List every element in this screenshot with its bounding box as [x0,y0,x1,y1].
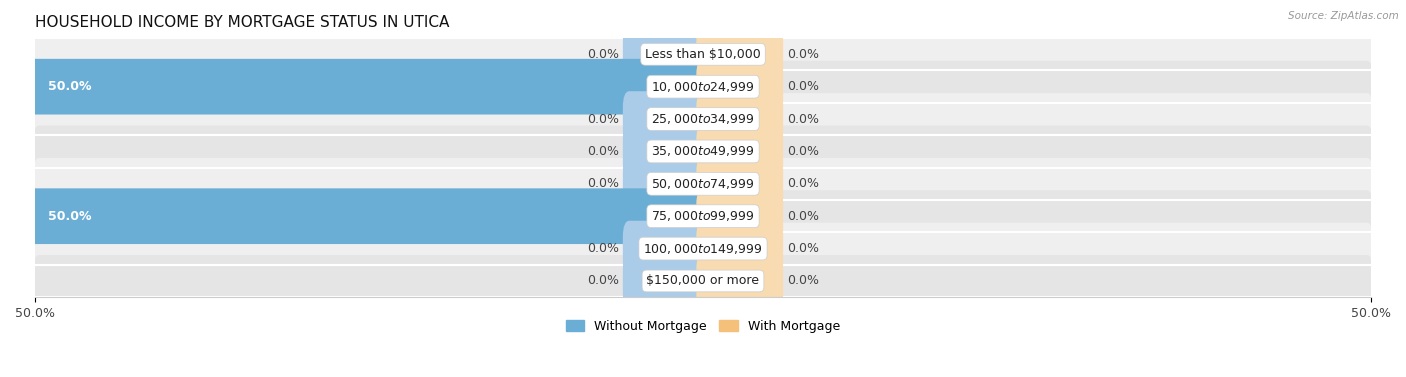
FancyBboxPatch shape [34,190,1372,242]
FancyBboxPatch shape [623,26,710,82]
Text: $10,000 to $24,999: $10,000 to $24,999 [651,80,755,93]
FancyBboxPatch shape [34,158,1372,210]
FancyBboxPatch shape [623,91,710,147]
FancyBboxPatch shape [28,188,710,244]
FancyBboxPatch shape [623,124,710,179]
Text: 50.0%: 50.0% [48,80,91,93]
FancyBboxPatch shape [34,255,1372,307]
FancyBboxPatch shape [696,26,783,82]
FancyBboxPatch shape [34,223,1372,274]
Text: 0.0%: 0.0% [787,80,820,93]
Text: $150,000 or more: $150,000 or more [647,274,759,287]
FancyBboxPatch shape [696,124,783,179]
FancyBboxPatch shape [623,156,710,211]
FancyBboxPatch shape [28,59,710,115]
Text: 0.0%: 0.0% [586,113,619,126]
Text: 0.0%: 0.0% [586,48,619,61]
Text: 0.0%: 0.0% [787,145,820,158]
Text: 0.0%: 0.0% [787,113,820,126]
Text: 0.0%: 0.0% [586,145,619,158]
Text: 0.0%: 0.0% [787,242,820,255]
Text: $50,000 to $74,999: $50,000 to $74,999 [651,177,755,191]
Text: $100,000 to $149,999: $100,000 to $149,999 [644,242,762,256]
Text: 0.0%: 0.0% [787,177,820,190]
FancyBboxPatch shape [623,221,710,276]
FancyBboxPatch shape [696,91,783,147]
Text: $25,000 to $34,999: $25,000 to $34,999 [651,112,755,126]
Text: 0.0%: 0.0% [787,210,820,223]
Text: 0.0%: 0.0% [787,48,820,61]
FancyBboxPatch shape [696,253,783,309]
Text: $35,000 to $49,999: $35,000 to $49,999 [651,144,755,158]
FancyBboxPatch shape [34,126,1372,177]
FancyBboxPatch shape [34,93,1372,145]
Legend: Without Mortgage, With Mortgage: Without Mortgage, With Mortgage [561,314,845,337]
Text: 0.0%: 0.0% [787,274,820,287]
FancyBboxPatch shape [34,61,1372,113]
FancyBboxPatch shape [696,156,783,211]
FancyBboxPatch shape [696,59,783,115]
Text: Less than $10,000: Less than $10,000 [645,48,761,61]
Text: HOUSEHOLD INCOME BY MORTGAGE STATUS IN UTICA: HOUSEHOLD INCOME BY MORTGAGE STATUS IN U… [35,15,450,30]
FancyBboxPatch shape [34,28,1372,80]
FancyBboxPatch shape [696,221,783,276]
FancyBboxPatch shape [623,253,710,309]
Text: Source: ZipAtlas.com: Source: ZipAtlas.com [1288,11,1399,21]
Text: 0.0%: 0.0% [586,242,619,255]
Text: 0.0%: 0.0% [586,274,619,287]
Text: $75,000 to $99,999: $75,000 to $99,999 [651,209,755,223]
FancyBboxPatch shape [696,188,783,244]
Text: 50.0%: 50.0% [48,210,91,223]
Text: 0.0%: 0.0% [586,177,619,190]
